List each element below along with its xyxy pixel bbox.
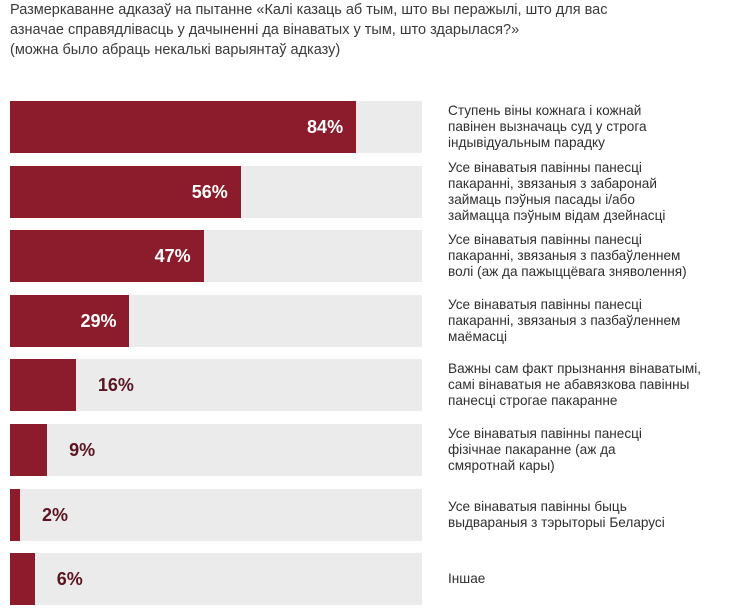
bar-category-label-line: займацца пэўным відам дзейнасці (448, 208, 665, 224)
bar-row: 29% Усе вінаватыя павінны панесці пакаранн… (10, 295, 725, 347)
bar-category-label-line: волі (аж да пажыццёвага зняволення) (448, 264, 687, 280)
bar-value-label: 2% (42, 489, 68, 541)
bar-chart: 84% Ступень віны кожнага і кожнай павінен … (10, 101, 725, 611)
bar-category-label-line: пакаранні, звязаныя з пазбаўленнем (448, 248, 687, 264)
bar-category-label: Важны сам факт прызнання вінаватымі, самі… (448, 359, 723, 411)
bar-category-label: Усе вінаватыя павінны панесці пакаранні, … (448, 160, 723, 224)
bar-category-label-line: самі вінаватыя не абавязкова павінны (448, 377, 701, 393)
bar-category-label: Усе вінаватыя павінны панесці пакаранні, … (448, 295, 723, 347)
bar-category-label-line: Важны сам факт прызнання вінаватымі, (448, 361, 701, 377)
bar-category-label-line: Усе вінаватыя павінны панесці (448, 232, 687, 248)
bar (10, 424, 47, 476)
bar-category-label-line: маёмасці (448, 329, 680, 345)
bar-category-label-line: Усе вінаватыя павінны панесці (448, 426, 642, 442)
bar-category-label: Усе вінаватыя павінны панесці фізічнае па… (448, 424, 723, 476)
bar-value-label: 6% (57, 553, 83, 605)
bar-row: 47% Усе вінаватыя павінны панесці пакаранн… (10, 230, 725, 282)
bar-category-label: Іншае (448, 553, 723, 605)
chart-title: Размеркаванне адказаў на пытанне «Калі к… (10, 0, 725, 60)
bar-category-label-line: смяротнай кары) (448, 458, 642, 474)
bar-category-label-line: панесці строгае пакаранне (448, 393, 701, 409)
bar-value-label: 9% (69, 424, 95, 476)
bar-category-label-line: выдвараныя з тэрыторыі Беларусі (448, 515, 665, 531)
bar (10, 553, 35, 605)
bar-category-label-line: павінен вызначаць суд у строга (448, 119, 647, 135)
bar-category-label-line: Ступень віны кожнага і кожнай (448, 103, 647, 119)
bar-row: 56% Усе вінаватыя павінны панесці пакаранн… (10, 166, 725, 218)
bar-row: 2% Усе вінаватыя павінны быць выдвараныя з… (10, 489, 725, 541)
chart-subtitle: (можна было абраць некалькі варыянтаў ад… (10, 40, 725, 60)
bar-category-label-line: Усе вінаватыя павінны панесці (448, 160, 665, 176)
bar-category-label: Усе вінаватыя павінны панесці пакаранні, … (448, 230, 723, 282)
bar-value-label: 16% (98, 359, 134, 411)
chart-title-line-1: Размеркаванне адказаў на пытанне «Калі к… (10, 0, 725, 20)
bar-category-label-line: пакаранні, звязаныя з забаронай (448, 176, 665, 192)
bar-category-label-line: індывідуальным парадку (448, 135, 647, 151)
bar-row: 6% Іншае (10, 553, 725, 605)
bar-value-label: 47% (10, 230, 191, 282)
bar-category-label-line: Усе вінаватыя павінны быць (448, 499, 665, 515)
bar-category-label: Усе вінаватыя павінны быць выдвараныя з т… (448, 489, 723, 541)
bar-value-label: 56% (10, 166, 228, 218)
bar-category-label-line: займаць пэўныя пасады і/або (448, 192, 665, 208)
bar-row: 9% Усе вінаватыя павінны панесці фізічнае … (10, 424, 725, 476)
bar-category-label: Ступень віны кожнага і кожнай павінен выз… (448, 101, 723, 153)
bar-row: 16% Важны сам факт прызнання вінаватымі, с… (10, 359, 725, 411)
bar-row: 84% Ступень віны кожнага і кожнай павінен … (10, 101, 725, 153)
bar-value-label: 84% (10, 101, 343, 153)
chart-title-line-2: азначае справядлівасць у дачыненні да ві… (10, 20, 725, 40)
bar-value-label: 29% (10, 295, 116, 347)
bar-category-label-line: Іншае (448, 571, 485, 587)
bar-category-label-line: пакаранні, звязаныя з пазбаўленнем (448, 313, 680, 329)
bar (10, 359, 76, 411)
bar-category-label-line: фізічнае пакаранне (аж да (448, 442, 642, 458)
bar-category-label-line: Усе вінаватыя павінны панесці (448, 297, 680, 313)
bar-track (10, 489, 422, 541)
bar (10, 489, 20, 541)
